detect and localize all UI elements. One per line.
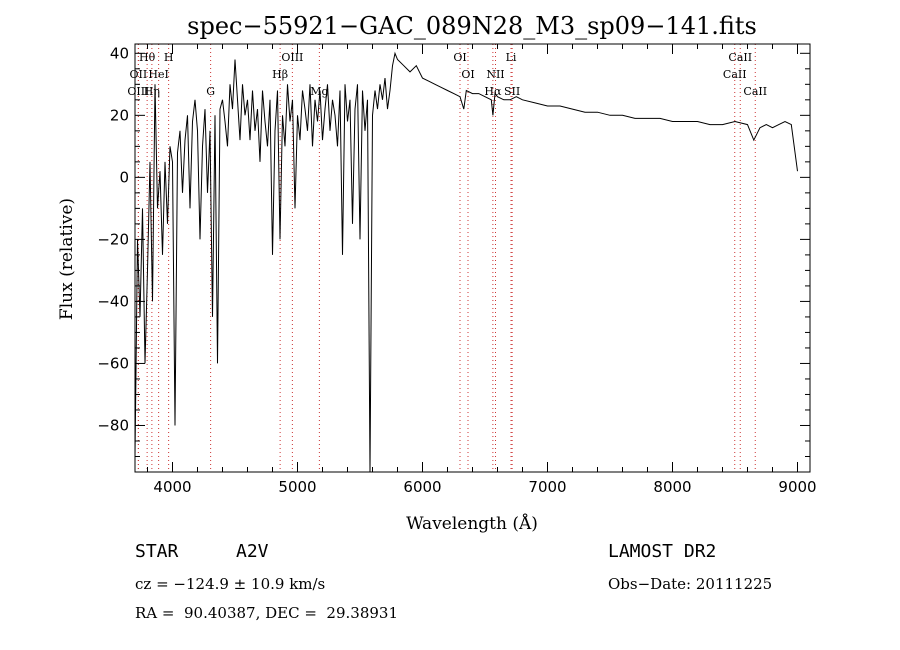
y-tick-label: −20	[97, 230, 129, 248]
y-tick-label: −80	[97, 416, 129, 434]
line-label: OI	[461, 68, 474, 81]
x-tick-label: 6000	[403, 478, 441, 496]
line-label: OIII	[281, 51, 303, 64]
x-tick-label: 4000	[153, 478, 191, 496]
coordinates-label: RA = 90.40387, DEC = 29.38931	[135, 604, 399, 622]
y-axis-label: Flux (relative)	[57, 198, 77, 320]
survey-name: LAMOST DR2	[608, 541, 717, 562]
line-label: OI	[453, 51, 466, 64]
line-label: Hη	[144, 85, 160, 98]
plot-frame	[134, 43, 811, 473]
y-tick-label: 40	[110, 44, 129, 62]
line-label: Hα	[484, 85, 502, 98]
line-label: H	[164, 51, 174, 64]
x-tick-label: 7000	[528, 478, 566, 496]
spectral-subclass: A2V	[236, 541, 269, 562]
obs-date-label: Obs−Date: 20111225	[608, 575, 773, 593]
x-axis-label: Wavelength (Å)	[406, 513, 538, 534]
y-tick-label: −60	[97, 354, 129, 372]
line-label: Li	[506, 51, 517, 64]
x-tick-label: 5000	[278, 478, 316, 496]
y-tick-label: −40	[97, 292, 129, 310]
x-tick-label: 9000	[778, 478, 816, 496]
object-type: STAR	[135, 541, 179, 562]
line-label: OIII	[127, 85, 149, 98]
line-label: CaII	[743, 85, 767, 98]
line-label: OII	[130, 68, 148, 81]
y-tick-label: 0	[119, 168, 129, 186]
y-tick-label: 20	[110, 106, 129, 124]
line-label: G	[206, 85, 215, 98]
line-label: NII	[486, 68, 504, 81]
line-label: CaII	[723, 68, 747, 81]
redshift-label: cz = −124.9 ± 10.9 km/s	[135, 575, 326, 593]
spectrum-line	[134, 51, 798, 473]
chart-title: spec−55921−GAC_089N28_M3_sp09−141.fits	[187, 12, 757, 40]
line-label: Hβ	[272, 68, 288, 81]
line-label: SII	[504, 85, 520, 98]
line-label: CaII	[728, 51, 752, 64]
x-tick-label: 8000	[653, 478, 691, 496]
line-label: HeI	[148, 68, 168, 81]
line-label: Mg	[310, 85, 328, 98]
